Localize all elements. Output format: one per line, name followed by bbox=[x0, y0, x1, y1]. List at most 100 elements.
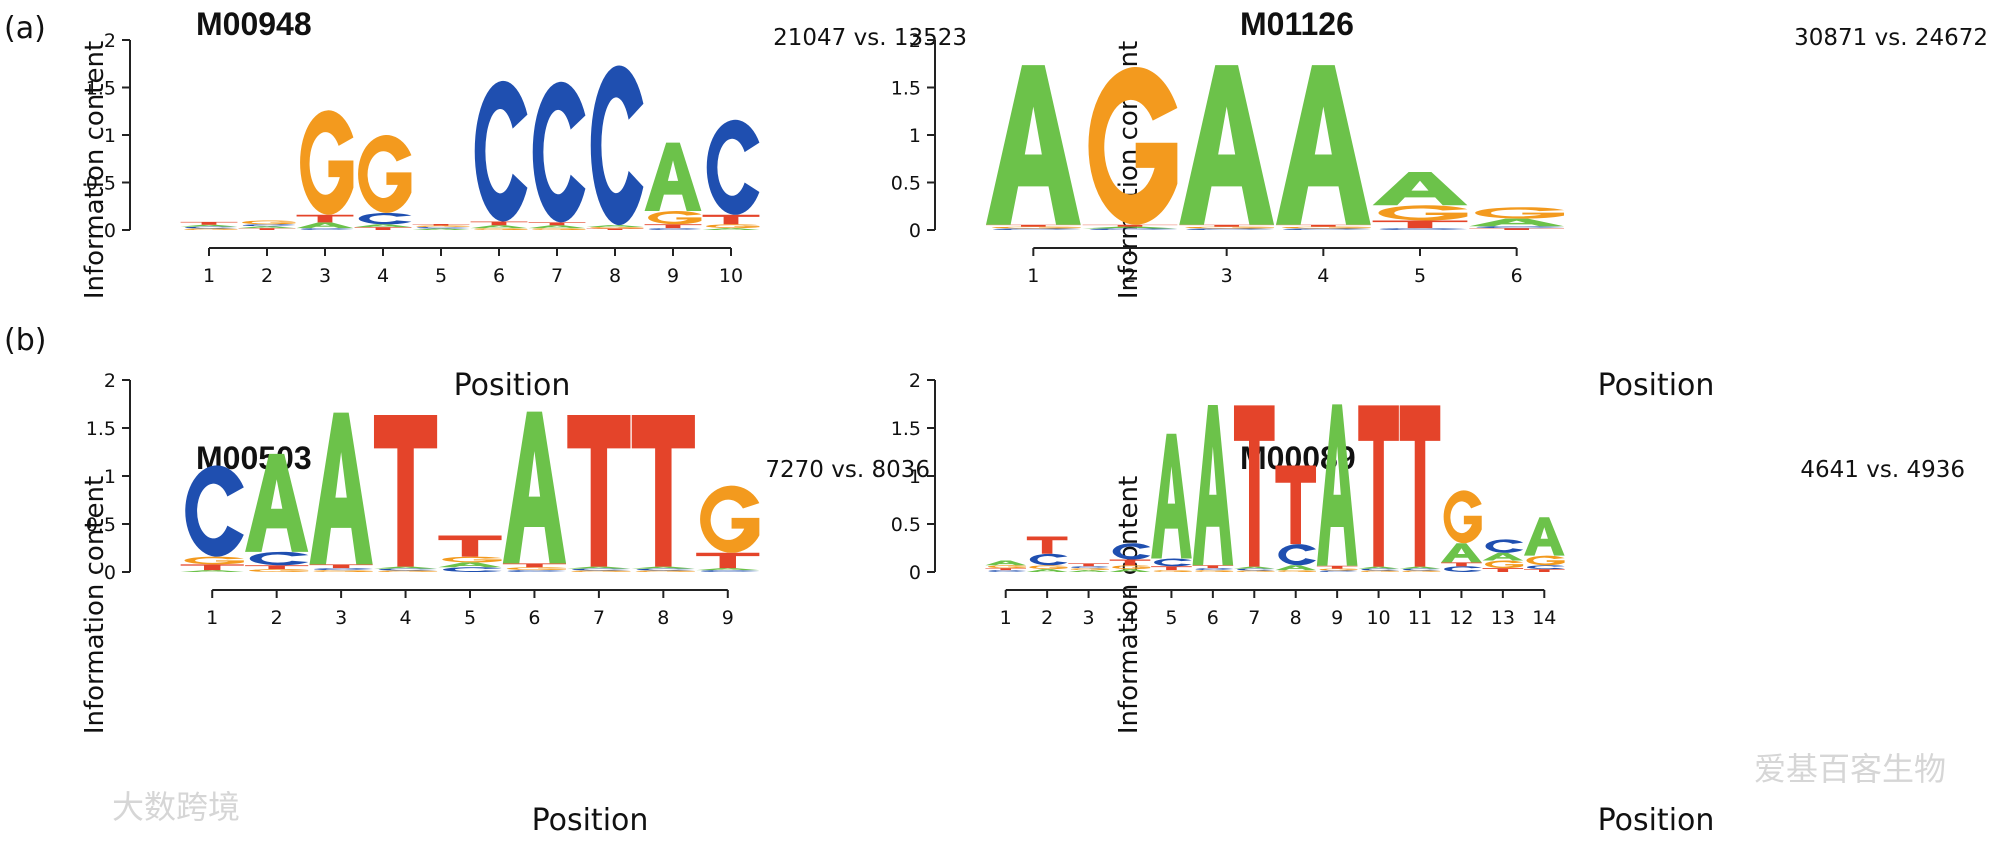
logo-letter-C bbox=[1444, 566, 1482, 572]
logo-letter-A bbox=[1109, 569, 1151, 572]
x-tick-label: 9 bbox=[1331, 607, 1343, 629]
logo-letter-T bbox=[309, 564, 373, 569]
logo-letter-A bbox=[296, 222, 354, 229]
logo-letter-A bbox=[1372, 172, 1468, 206]
x-tick-label: 5 bbox=[435, 265, 447, 287]
logo-letter-G bbox=[313, 570, 373, 572]
x-tick-label: 12 bbox=[1449, 607, 1473, 629]
logo-stack-pos-4 bbox=[1275, 65, 1371, 230]
y-axis: 0 0.5 1 1.5 2 bbox=[86, 30, 131, 242]
logo-letter-A bbox=[1399, 566, 1441, 569]
logo-letter-G bbox=[1277, 570, 1317, 572]
x-tick-label: 3 bbox=[319, 265, 331, 287]
logo-letter-A bbox=[1316, 404, 1358, 566]
logo-stack-pos-4 bbox=[1109, 543, 1151, 572]
logo-letter-G bbox=[242, 220, 296, 225]
logo-stack-pos-7 bbox=[1233, 405, 1275, 572]
logo-stack-pos-1 bbox=[180, 221, 238, 230]
logo-letter-A bbox=[245, 453, 309, 552]
logo-letter-A bbox=[567, 566, 631, 569]
y-tick-label: 0.5 bbox=[891, 514, 921, 536]
logo-stack-pos-10 bbox=[1358, 405, 1399, 572]
x-tick-label: 8 bbox=[1290, 607, 1302, 629]
x-tick-label: 10 bbox=[719, 265, 743, 287]
logo-letter-C bbox=[378, 568, 438, 571]
logo-letter-C bbox=[1071, 566, 1109, 569]
y-tick-label: 2 bbox=[104, 30, 116, 52]
logo-letter-G bbox=[300, 110, 354, 215]
logo-letter-T bbox=[1192, 565, 1234, 569]
logo-letter-C bbox=[1402, 568, 1441, 571]
logo-letter-T bbox=[985, 568, 1027, 571]
logo-letter-A bbox=[1275, 65, 1371, 225]
y-axis: 0 0.5 1 1.5 2 bbox=[891, 30, 936, 242]
logo-stack-pos-3 bbox=[1179, 65, 1275, 230]
x-tick-label: 6 bbox=[1207, 607, 1219, 629]
logo-letter-G bbox=[1526, 555, 1565, 566]
logo-letter-A bbox=[1082, 226, 1178, 229]
logo-letter-G bbox=[1185, 226, 1275, 229]
logo-letter-G bbox=[377, 570, 438, 572]
logo-letter-T bbox=[1082, 224, 1178, 227]
logo-letter-T bbox=[1372, 220, 1468, 229]
logo-stack-pos-6 bbox=[1192, 404, 1234, 572]
x-tick-label: 11 bbox=[1408, 607, 1432, 629]
logo-letter-A bbox=[470, 225, 528, 229]
logo-letter-A bbox=[1151, 433, 1192, 559]
logo-letter-A bbox=[985, 560, 1027, 566]
x-axis: 1 2 3 4 5 6 bbox=[1027, 247, 1523, 287]
logo-letter-A bbox=[1275, 565, 1317, 571]
logo-letter-A bbox=[238, 226, 296, 229]
logo-letter-T bbox=[1109, 559, 1151, 566]
logo-letter-T bbox=[1233, 405, 1275, 567]
logo-stack-pos-14 bbox=[1523, 517, 1565, 572]
logo-letter-G bbox=[635, 570, 695, 572]
x-tick-label: 2 bbox=[1041, 607, 1053, 629]
logo-stack-pos-8 bbox=[586, 65, 644, 230]
x-tick-label: 1 bbox=[203, 265, 215, 287]
x-tick-label: 8 bbox=[657, 607, 669, 629]
logo-letter-G bbox=[506, 567, 567, 571]
logo-letter-A bbox=[1192, 404, 1234, 566]
x-tick-label: 5 bbox=[1414, 265, 1426, 287]
logo-letter-T bbox=[502, 563, 567, 568]
logo-letter-C bbox=[1526, 565, 1565, 570]
logo-letter-C bbox=[416, 227, 470, 229]
logo-letter-T bbox=[1441, 562, 1482, 567]
logo-letter-C bbox=[1112, 543, 1151, 560]
motif-title: M01126 bbox=[1240, 6, 1354, 42]
logo-stack-pos-7 bbox=[567, 414, 631, 572]
logo-letter-T bbox=[586, 228, 644, 230]
logo-letter-T bbox=[180, 221, 238, 225]
logo-letter-T bbox=[438, 535, 502, 557]
logo-letter-T bbox=[567, 414, 631, 567]
x-tick-label: 4 bbox=[1317, 265, 1329, 287]
logo-letter-G bbox=[248, 569, 309, 572]
logo-stack-pos-4 bbox=[354, 135, 412, 230]
logo-letter-G bbox=[1153, 570, 1192, 572]
logo-letter-C bbox=[700, 570, 760, 572]
y-tick-label: 2 bbox=[104, 370, 116, 392]
logo-stack-pos-12 bbox=[1441, 490, 1482, 572]
y-tick-label: 1 bbox=[909, 125, 921, 147]
logo-letter-T bbox=[1358, 405, 1399, 567]
logo-stack-pos-3 bbox=[296, 110, 354, 230]
logo-letter-T bbox=[985, 224, 1081, 227]
logo-letter-C bbox=[300, 228, 354, 230]
logo-letter-A bbox=[644, 142, 702, 211]
x-tick-label: 5 bbox=[1165, 607, 1177, 629]
y-tick-label: 2 bbox=[909, 30, 921, 52]
logo-letter-T bbox=[1068, 563, 1109, 567]
logo-letter-C bbox=[249, 551, 309, 566]
x-axis-label: Position bbox=[454, 368, 571, 403]
panel-label-b: (b) bbox=[4, 323, 46, 358]
logo-letter-C bbox=[1278, 544, 1317, 566]
x-tick-label: 13 bbox=[1491, 607, 1515, 629]
logo-letter-C bbox=[648, 228, 702, 230]
logo-letter-C bbox=[1476, 226, 1565, 229]
logo-stack-pos-2 bbox=[1026, 536, 1068, 572]
y-tick-label: 1.5 bbox=[86, 418, 116, 440]
logo-letter-G bbox=[1475, 207, 1565, 219]
logo-stack-pos-4 bbox=[373, 414, 438, 572]
